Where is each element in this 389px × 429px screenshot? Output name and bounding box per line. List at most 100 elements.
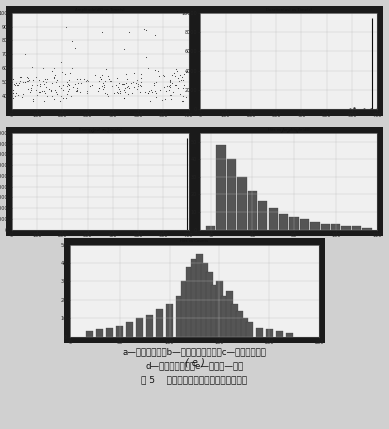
Point [145, 89, 151, 96]
Point [106, 76, 112, 83]
Point [151, 80, 157, 87]
Bar [181, 281, 188, 337]
Point [22, 78, 28, 85]
Point [101, 82, 107, 88]
Point [20, 90, 26, 97]
Point [66, 82, 72, 88]
Point [98, 76, 104, 82]
Point [153, 79, 159, 85]
Point [15, 82, 21, 89]
Bar [166, 304, 173, 337]
Point [166, 82, 172, 89]
Point [23, 78, 30, 85]
Bar [331, 224, 340, 230]
Point [168, 95, 174, 102]
Point [138, 70, 144, 77]
Point [51, 75, 57, 82]
Point [124, 76, 130, 82]
Point [58, 93, 65, 100]
Bar [231, 304, 238, 337]
Bar [342, 226, 351, 230]
Point [151, 81, 157, 88]
Point [10, 95, 16, 102]
Point [74, 88, 80, 94]
Point [166, 91, 173, 98]
Bar [96, 329, 103, 337]
Point [84, 76, 91, 83]
Point [41, 98, 47, 105]
Point [26, 76, 32, 83]
Point [152, 32, 158, 39]
Point [167, 84, 173, 91]
Title: Amplitude(dB) vs Time(s): Amplitude(dB) vs Time(s) [75, 8, 125, 12]
Point [147, 98, 153, 105]
Point [60, 82, 67, 88]
Bar [126, 322, 133, 337]
Point [116, 79, 122, 86]
Point [159, 71, 166, 78]
Point [170, 89, 176, 96]
Point [103, 65, 110, 72]
Bar [276, 331, 283, 337]
Point [167, 78, 173, 85]
Point [43, 84, 49, 91]
Point [373, 106, 380, 112]
Point [177, 91, 183, 97]
Point [146, 88, 152, 94]
Point [135, 81, 141, 88]
Point [134, 77, 140, 84]
Bar [201, 263, 208, 337]
Point [169, 80, 175, 87]
Point [68, 93, 75, 100]
Point [109, 83, 116, 90]
Text: 图 5    直接拉伸时声发射各参数时间历程: 图 5 直接拉伸时声发射各参数时间历程 [142, 375, 247, 384]
Point [96, 78, 102, 85]
Point [81, 76, 88, 83]
Point [183, 94, 189, 101]
Bar [279, 214, 288, 230]
Point [133, 79, 139, 86]
Bar [106, 328, 113, 337]
Point [100, 80, 107, 87]
Point [29, 82, 35, 89]
Point [149, 89, 156, 96]
Point [166, 77, 173, 84]
Bar [321, 224, 330, 230]
Text: ( c ): ( c ) [91, 251, 110, 261]
Bar [156, 309, 163, 337]
Bar [206, 272, 213, 337]
Point [121, 94, 128, 101]
Point [163, 88, 169, 94]
Point [74, 87, 80, 94]
Point [143, 26, 149, 33]
Point [64, 79, 70, 85]
Point [66, 86, 72, 93]
Point [51, 87, 58, 94]
Point [59, 69, 65, 76]
Point [113, 82, 119, 89]
Point [110, 90, 117, 97]
Point [10, 76, 16, 82]
Point [78, 80, 84, 87]
Point [58, 58, 64, 65]
Point [126, 85, 132, 92]
Point [177, 71, 183, 78]
Point [168, 92, 174, 99]
Point [28, 85, 34, 91]
Bar [206, 226, 216, 230]
Bar [237, 177, 247, 230]
Point [36, 88, 42, 95]
Point [124, 84, 130, 91]
Point [137, 82, 143, 88]
Point [151, 67, 158, 74]
Point [95, 88, 102, 94]
Point [135, 82, 141, 89]
Point [131, 83, 137, 90]
Text: ( a ): ( a ) [90, 130, 110, 141]
Point [69, 38, 75, 45]
Point [75, 79, 81, 86]
Point [350, 105, 357, 112]
Bar [146, 314, 153, 337]
Point [142, 89, 149, 96]
Bar [236, 311, 243, 337]
